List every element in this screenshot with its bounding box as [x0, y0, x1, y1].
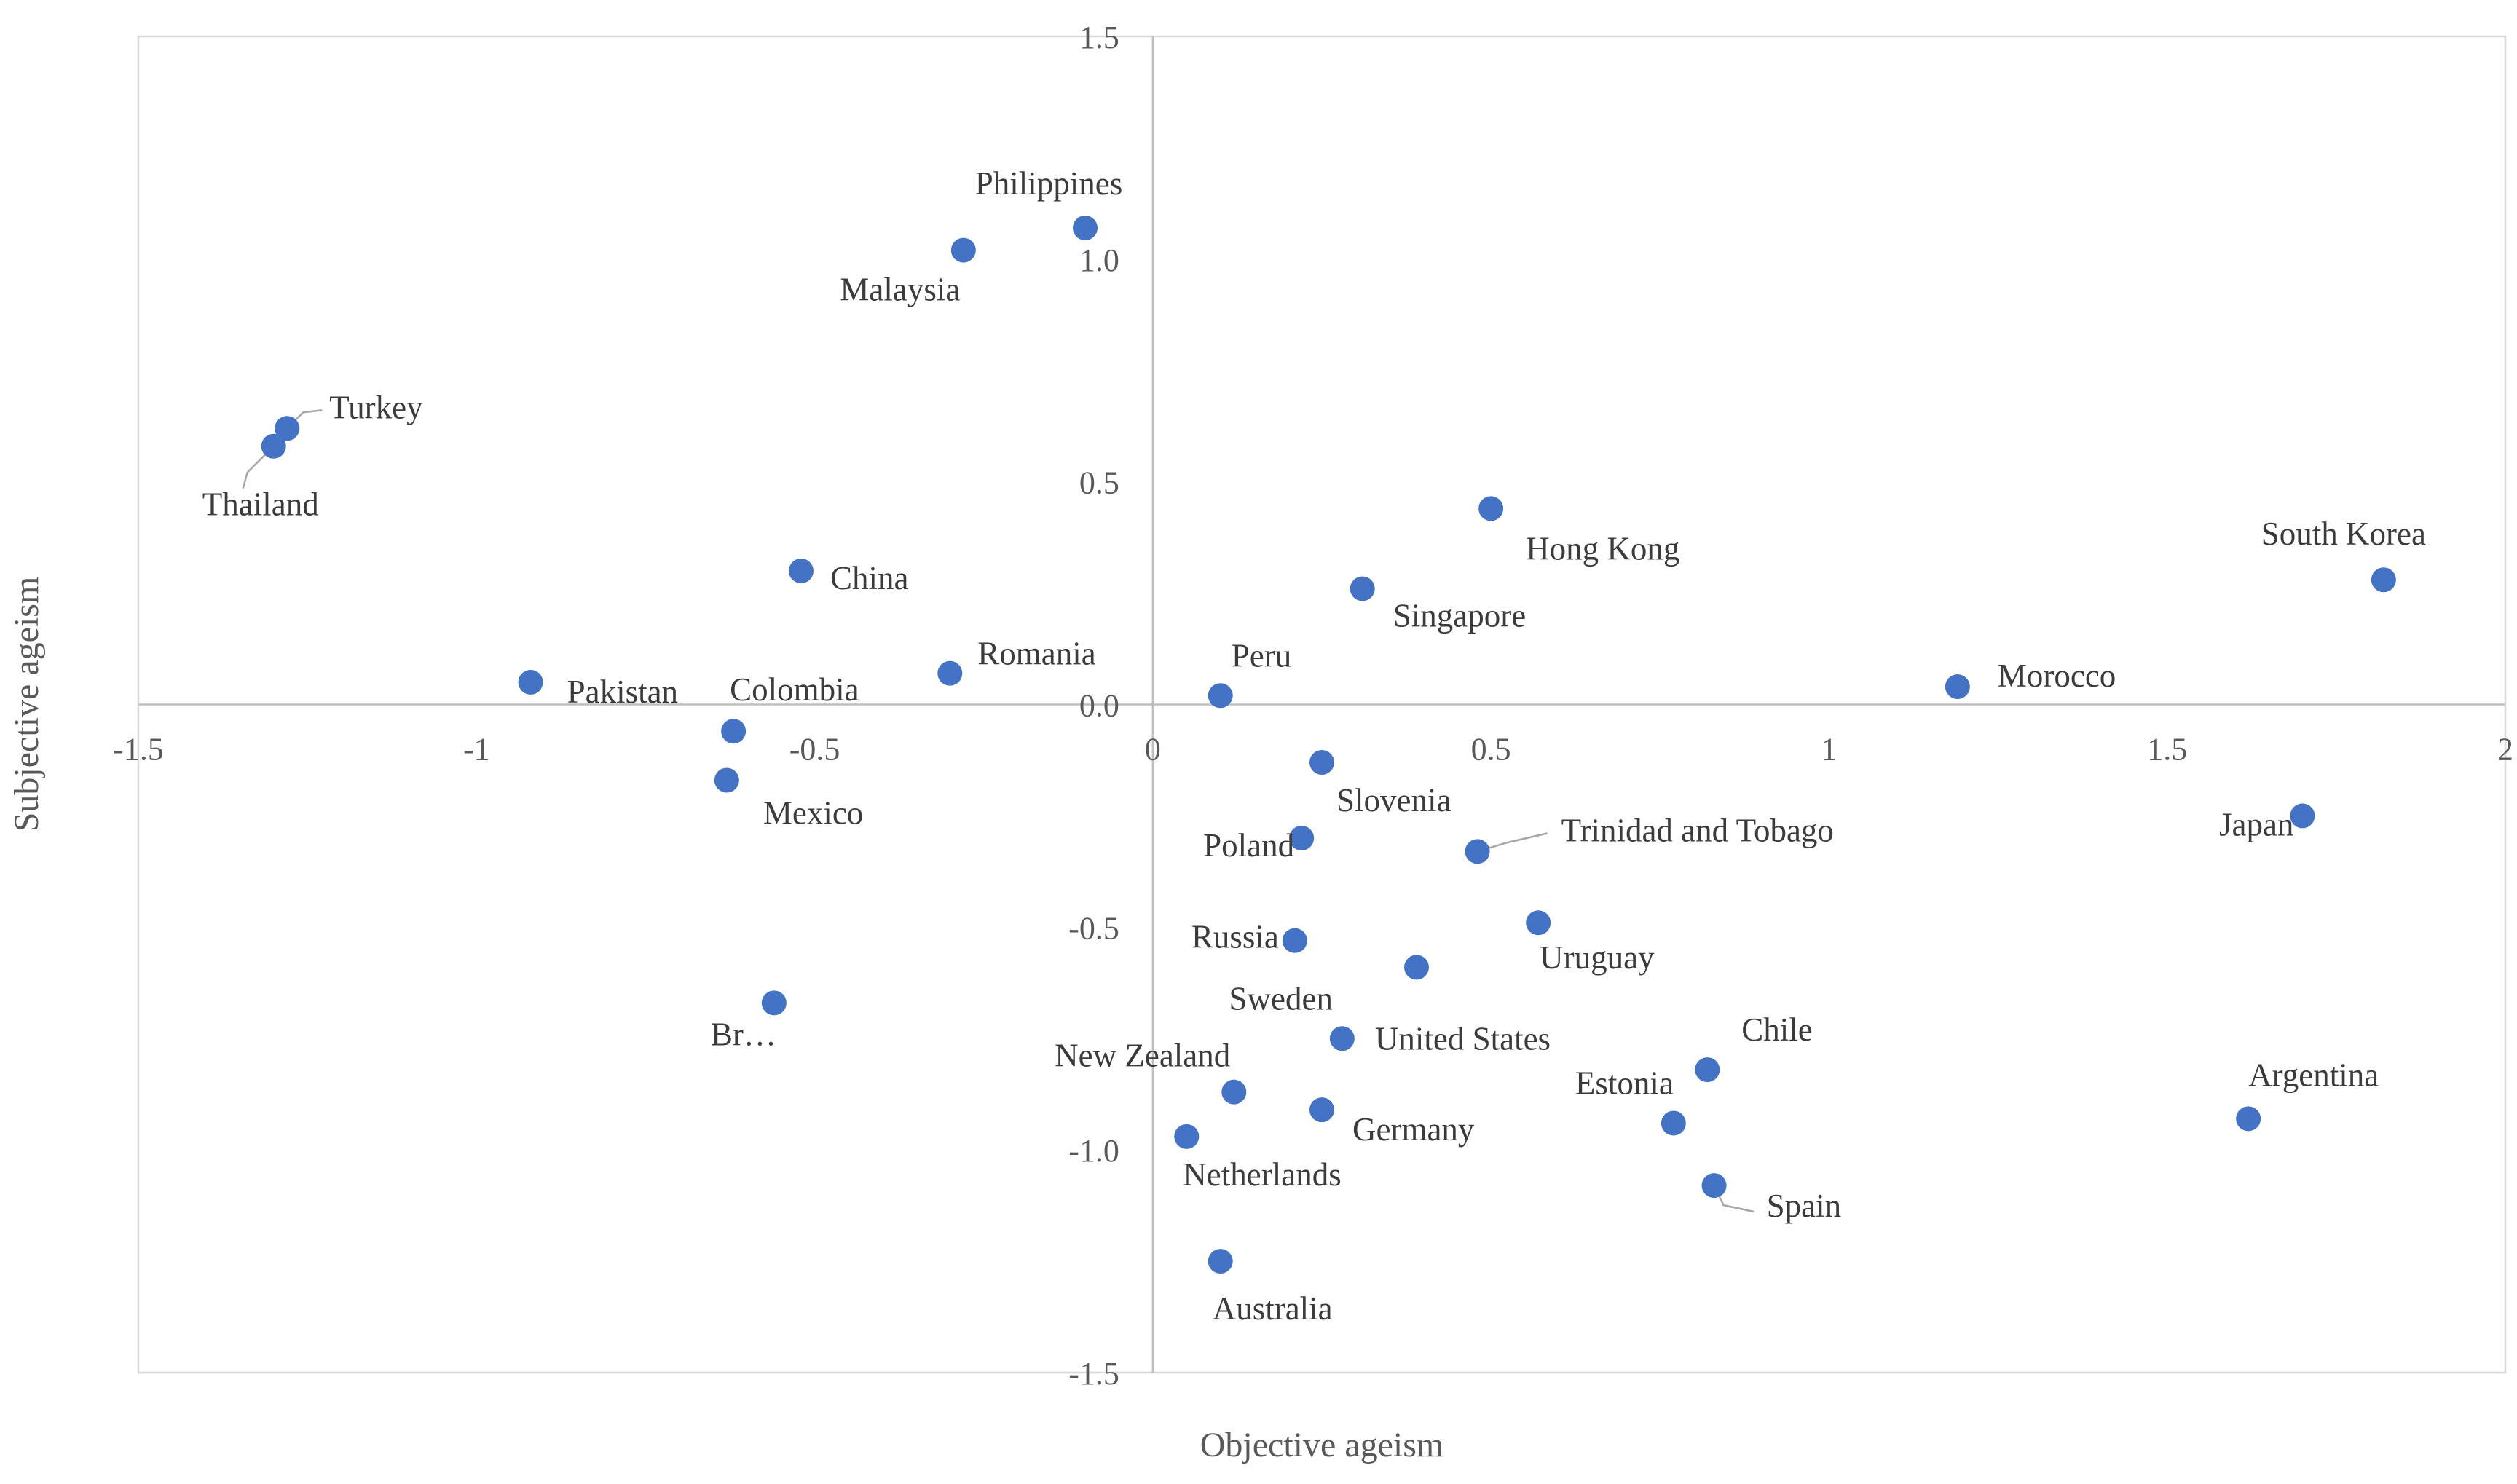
point-label: Slovenia — [1336, 782, 1451, 818]
y-tick-label: 0.5 — [1079, 465, 1119, 501]
point-label: Spain — [1767, 1188, 1842, 1224]
point-label: Br… — [711, 1016, 776, 1052]
data-point — [789, 559, 814, 583]
y-tick-label: 0.0 — [1079, 688, 1119, 724]
point-label: Morocco — [1998, 658, 2116, 694]
data-point — [1350, 576, 1375, 601]
x-axis-title: Objective ageism — [1200, 1426, 1444, 1464]
point-label: United States — [1375, 1020, 1551, 1057]
x-tick-label: 2 — [2497, 732, 2513, 767]
data-point — [714, 767, 739, 793]
data-point — [1478, 496, 1504, 521]
data-point — [1404, 955, 1429, 980]
point-label: Singapore — [1393, 597, 1526, 634]
data-point — [937, 660, 963, 686]
data-point — [1465, 839, 1490, 864]
data-point — [1661, 1110, 1686, 1136]
data-point — [275, 416, 300, 441]
data-point — [1208, 683, 1233, 709]
data-point — [518, 669, 543, 695]
point-label: Uruguay — [1540, 939, 1655, 976]
y-tick-label: 1.5 — [1079, 20, 1119, 55]
point-label: Chile — [1741, 1011, 1813, 1048]
y-axis-title: Subjective ageism — [7, 577, 46, 832]
data-point — [1945, 674, 1970, 700]
data-point — [1695, 1057, 1720, 1083]
data-point — [1221, 1079, 1247, 1105]
data-point — [2236, 1106, 2261, 1132]
point-label: Australia — [1213, 1290, 1333, 1327]
point-label: Hong Kong — [1526, 530, 1679, 567]
point-label: Malaysia — [840, 272, 960, 308]
data-point — [1329, 1026, 1355, 1051]
data-points — [261, 216, 2396, 1274]
data-point — [1174, 1124, 1200, 1149]
data-point — [761, 990, 787, 1016]
data-point — [2371, 567, 2396, 593]
point-label: Russia — [1191, 919, 1279, 955]
y-tick-label: -1.5 — [1068, 1356, 1119, 1392]
y-tick-label: -1.0 — [1068, 1133, 1119, 1169]
point-label: Poland — [1203, 827, 1294, 864]
point-label: Pakistan — [567, 674, 679, 710]
x-tick-label: 1.5 — [2147, 732, 2187, 767]
point-label: Philippines — [975, 165, 1123, 202]
point-label: Colombia — [730, 671, 859, 708]
data-point — [721, 719, 747, 744]
data-point — [1289, 826, 1315, 850]
x-tick-label: 1 — [1821, 732, 1837, 767]
point-labels: Philippines Malaysia Turkey Thailand China Ro… — [202, 165, 2426, 1327]
x-tick-label: 0 — [1145, 732, 1161, 767]
point-label: Peru — [1232, 637, 1292, 674]
point-label: Germany — [1352, 1111, 1475, 1148]
point-label: New Zealand — [1055, 1038, 1230, 1074]
data-point — [2290, 803, 2315, 829]
data-point — [1701, 1173, 1727, 1199]
point-label: Japan — [2219, 806, 2293, 842]
data-point — [1208, 1249, 1233, 1274]
data-point — [1309, 750, 1334, 775]
point-label: Turkey — [329, 389, 423, 425]
axis-tick-labels: -1.5 -1 -0.5 0 0.5 1 1.5 2 1.5 1.0 0.5 0.0 -0.5 -1.0 -… — [113, 20, 2513, 1392]
data-point — [261, 433, 286, 459]
x-tick-label: -1.5 — [113, 732, 164, 767]
point-label: Mexico — [763, 794, 863, 831]
data-point — [950, 237, 976, 263]
point-label: Trinidad and Tobago — [1561, 812, 1834, 848]
point-label: Sweden — [1229, 980, 1333, 1017]
x-tick-label: 0.5 — [1471, 732, 1511, 767]
point-label: Romania — [977, 636, 1095, 672]
point-label: South Korea — [2261, 516, 2426, 552]
y-tick-label: -0.5 — [1068, 910, 1119, 946]
data-point — [1073, 216, 1098, 241]
x-tick-label: -1 — [463, 732, 490, 767]
data-point — [1526, 910, 1551, 936]
data-point — [1282, 928, 1307, 953]
point-label: Argentina — [2248, 1057, 2379, 1093]
point-label: Thailand — [202, 486, 319, 523]
point-label: China — [830, 560, 909, 596]
point-label: Estonia — [1575, 1065, 1674, 1101]
x-tick-label: -0.5 — [789, 732, 840, 767]
point-label: Netherlands — [1183, 1156, 1341, 1193]
y-tick-label: 1.0 — [1079, 242, 1119, 278]
plot-frame — [137, 35, 2507, 1374]
data-point — [1309, 1097, 1334, 1123]
